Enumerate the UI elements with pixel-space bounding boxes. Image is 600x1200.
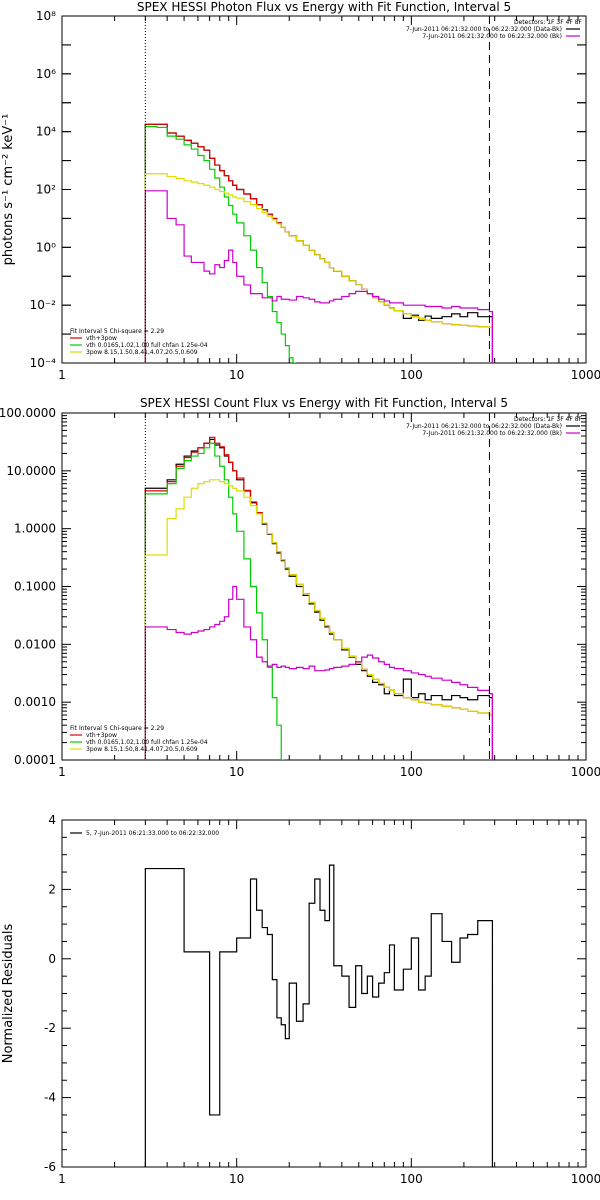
y-tick-label: -2 bbox=[44, 1021, 56, 1035]
y-tick-label: 10⁻² bbox=[30, 298, 57, 312]
y-tick-label: 10.0000 bbox=[6, 464, 56, 478]
fit-info: Fit Interval 5 Chi-square = 2.29 bbox=[70, 725, 164, 732]
y-tick-label: 10⁶ bbox=[36, 67, 56, 81]
x-tick-label: 1 bbox=[58, 368, 66, 382]
legend-entry: vth+3pow bbox=[86, 335, 117, 342]
series-line-bk bbox=[144, 190, 494, 363]
y-tick-label: 0.0001 bbox=[14, 753, 56, 767]
legend-entry: 7-Jun-2011 06:21:32.000 to 06:22:32.000 … bbox=[406, 423, 562, 430]
series-line-vth bbox=[144, 442, 285, 760]
x-tick-label: 1000 bbox=[571, 1172, 600, 1186]
legend-entry: 7-Jun-2011 06:21:32.000 to 06:22:32.000 … bbox=[422, 430, 562, 437]
plot-frame bbox=[61, 819, 587, 1168]
legend-entry: 3pow 8.15,1.50,8.41,4.07,20.5,0.609 bbox=[86, 746, 198, 753]
series-line-data-bk bbox=[144, 123, 494, 363]
y-tick-label: 10⁻⁴ bbox=[30, 356, 57, 370]
legend-entry: vth 0.0165,1.02,1.00 full chfan 1.25e-04 bbox=[86, 739, 208, 746]
y-tick-label: -4 bbox=[44, 1091, 56, 1105]
plot-area bbox=[144, 413, 494, 760]
x-tick-label: 100 bbox=[400, 368, 423, 382]
y-axis-label: Normalized Residuals bbox=[1, 924, 16, 1064]
chart-panel-3: 1 10 100 1000 -6 -4 -2 0 2 4 Normalized Residuals 5… bbox=[1, 813, 600, 1186]
legend-entry: 3pow 8.15,1.50,8.41,4.07,20.5,0.609 bbox=[86, 349, 198, 356]
plot-frame bbox=[61, 15, 587, 364]
y-tick-label: 0 bbox=[48, 952, 56, 966]
y-tick-label: 1.0000 bbox=[14, 522, 56, 536]
y-tick-label: 0.0010 bbox=[14, 695, 56, 709]
x-tick-label: 100 bbox=[400, 1172, 423, 1186]
legend-entry: Detectors: 1F 3F 4F 8F bbox=[514, 416, 583, 423]
series-line-bk bbox=[144, 585, 494, 760]
x-tick-label: 10 bbox=[229, 765, 244, 779]
series-line-vth-3pow bbox=[144, 123, 494, 363]
series-line-residuals bbox=[144, 864, 494, 1167]
y-tick-label: 10⁸ bbox=[36, 9, 56, 23]
plot-area bbox=[144, 16, 494, 363]
chart-title: SPEX HESSI Photon Flux vs Energy with Fi… bbox=[137, 0, 511, 14]
x-tick-label: 1000 bbox=[571, 765, 600, 779]
y-tick-label: 2 bbox=[48, 882, 56, 896]
fit-info: Fit Interval 5 Chi-square = 2.29 bbox=[70, 328, 164, 335]
plot-area bbox=[144, 864, 494, 1167]
chart-panel-1: SPEX HESSI Photon Flux vs Energy with Fi… bbox=[1, 0, 600, 382]
series-line-vth bbox=[144, 125, 296, 363]
y-tick-label: 0.0100 bbox=[14, 637, 56, 651]
x-tick-label: 10 bbox=[229, 1172, 244, 1186]
y-tick-label: 4 bbox=[48, 813, 56, 827]
legend-entry: vth+3pow bbox=[86, 732, 117, 739]
legend-entry: 7-Jun-2011 06:21:32.000 to 06:22:32.000 … bbox=[422, 33, 562, 40]
series-line-3pow bbox=[144, 479, 494, 760]
x-tick-label: 1 bbox=[58, 765, 66, 779]
legend-entry: 5, 7-Jun-2011 06:21:33.000 to 06:22:32.0… bbox=[86, 830, 219, 837]
x-tick-label: 100 bbox=[400, 765, 423, 779]
plot-frame bbox=[61, 412, 587, 761]
y-tick-label: 10⁰ bbox=[36, 240, 56, 254]
chart-panel-2: SPEX HESSI Count Flux vs Energy with Fit… bbox=[0, 396, 600, 779]
x-tick-label: 1 bbox=[58, 1172, 66, 1186]
y-tick-label: 0.1000 bbox=[14, 580, 56, 594]
y-tick-label: 100.0000 bbox=[0, 406, 56, 420]
x-tick-label: 1000 bbox=[571, 368, 600, 382]
y-tick-label: -6 bbox=[44, 1160, 56, 1174]
legend-entry: 7-Jun-2011 06:21:32.000 to 06:22:32.000 … bbox=[406, 26, 562, 33]
chart-title: SPEX HESSI Count Flux vs Energy with Fit… bbox=[140, 396, 508, 410]
series-line-3pow bbox=[144, 173, 494, 363]
y-tick-label: 10² bbox=[36, 183, 56, 197]
legend-entry: vth 0.0165,1.02,1.00 full chfan 1.25e-04 bbox=[86, 342, 208, 349]
y-axis-label: photons s⁻¹ cm⁻² keV⁻¹ bbox=[1, 114, 16, 266]
x-tick-label: 10 bbox=[229, 368, 244, 382]
legend-entry: Detectors: 1F 3F 4F 8F bbox=[514, 19, 583, 26]
y-tick-label: 10⁴ bbox=[36, 125, 56, 139]
